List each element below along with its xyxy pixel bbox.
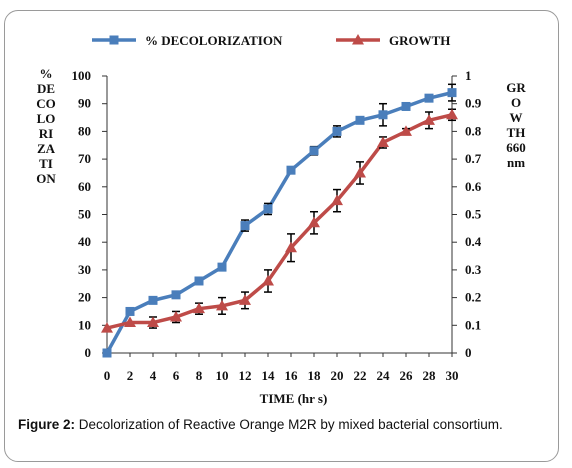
y-tick-label-left: 80 [78, 123, 91, 138]
y-axis-label-left: % DECOLORIZATION [36, 66, 56, 186]
legend-marker-square [109, 35, 119, 45]
data-point-triangle [124, 316, 136, 328]
data-point-square [125, 306, 135, 316]
caption-text: Decolorization of Reactive Orange M2R by… [75, 417, 503, 432]
data-point-triangle [216, 299, 228, 311]
x-tick-label: 10 [216, 368, 229, 383]
data-point-square [240, 221, 250, 231]
data-point-triangle [262, 274, 274, 286]
x-tick-label: 28 [423, 368, 437, 383]
data-point-triangle [170, 310, 182, 322]
y-axis-label-right: GROWTH 660nm [506, 80, 526, 170]
y-tick-label-right: 1 [465, 68, 472, 83]
y-tick-label-left: 90 [78, 96, 91, 111]
data-point-square [217, 262, 227, 272]
x-tick-label: 30 [446, 368, 459, 383]
y-tick-label-left: 40 [78, 234, 91, 249]
data-point-square [424, 93, 434, 103]
data-point-square [355, 115, 365, 125]
y-tick-label-left: 60 [78, 179, 91, 194]
y-tick-label-right: 0.5 [465, 207, 482, 222]
x-axis-label: TIME (hr s) [260, 391, 328, 406]
y-tick-label-left: 30 [78, 262, 91, 277]
x-tick-label: 2 [127, 368, 134, 383]
data-point-square [286, 165, 296, 175]
legend-label: GROWTH [389, 33, 450, 48]
data-point-triangle [193, 302, 205, 314]
data-point-square [378, 110, 388, 120]
data-point-square [194, 276, 204, 286]
x-tick-label: 20 [331, 368, 344, 383]
x-tick-label: 26 [400, 368, 414, 383]
figure-caption: Figure 2: Decolorization of Reactive Ora… [18, 416, 546, 434]
data-point-triangle [331, 194, 343, 206]
y-tick-label-right: 0 [465, 345, 472, 360]
data-point-triangle [147, 316, 159, 328]
y-tick-label-left: 10 [78, 317, 91, 332]
legend-label: % DECOLORIZATION [145, 33, 283, 48]
data-point-triangle [400, 125, 412, 136]
y-tick-label-left: 70 [78, 151, 91, 166]
data-point-triangle [377, 136, 389, 147]
y-tick-label-right: 0.2 [465, 290, 481, 305]
x-tick-label: 4 [150, 368, 157, 383]
data-point-triangle [101, 322, 113, 333]
y-tick-label-right: 0.7 [465, 151, 482, 166]
y-tick-label-right: 0.9 [465, 96, 482, 111]
data-point-triangle [446, 108, 458, 120]
x-tick-label: 0 [104, 368, 111, 383]
data-point-triangle [354, 166, 366, 178]
data-point-square [148, 295, 158, 305]
data-point-square [263, 204, 273, 214]
x-tick-label: 8 [196, 368, 203, 383]
figure-frame [4, 10, 559, 462]
legend-marker-triangle [352, 34, 364, 45]
series-line [106, 113, 453, 330]
data-point-square [332, 126, 342, 136]
y-tick-label-right: 0.1 [465, 317, 481, 332]
x-tick-label: 6 [173, 368, 180, 383]
x-tick-label: 14 [262, 368, 276, 383]
x-tick-label: 16 [285, 368, 299, 383]
caption-label: Figure 2: [18, 417, 76, 432]
chart: 010203040506070809010000.10.20.30.40.50.… [72, 33, 482, 406]
data-point-triangle [308, 216, 320, 228]
data-point-triangle [285, 241, 297, 253]
data-point-square [309, 146, 319, 156]
x-tick-label: 12 [239, 368, 252, 383]
y-tick-label-right: 0.8 [465, 123, 482, 138]
data-point-square [102, 348, 112, 358]
x-tick-label: 18 [308, 368, 322, 383]
y-tick-label-left: 0 [85, 345, 92, 360]
data-point-square [447, 88, 457, 98]
x-tick-label: 22 [354, 368, 367, 383]
y-tick-label-right: 0.6 [465, 179, 482, 194]
data-point-triangle [423, 114, 435, 125]
data-point-triangle [239, 294, 251, 305]
y-tick-label-left: 100 [72, 68, 92, 83]
y-tick-label-left: 20 [78, 290, 91, 305]
x-tick-label: 24 [377, 368, 391, 383]
y-tick-label-right: 0.4 [465, 234, 482, 249]
data-point-square [171, 290, 181, 300]
series-line [105, 90, 453, 354]
y-tick-label-left: 50 [78, 207, 91, 222]
data-point-square [401, 101, 411, 111]
y-tick-label-right: 0.3 [465, 262, 482, 277]
